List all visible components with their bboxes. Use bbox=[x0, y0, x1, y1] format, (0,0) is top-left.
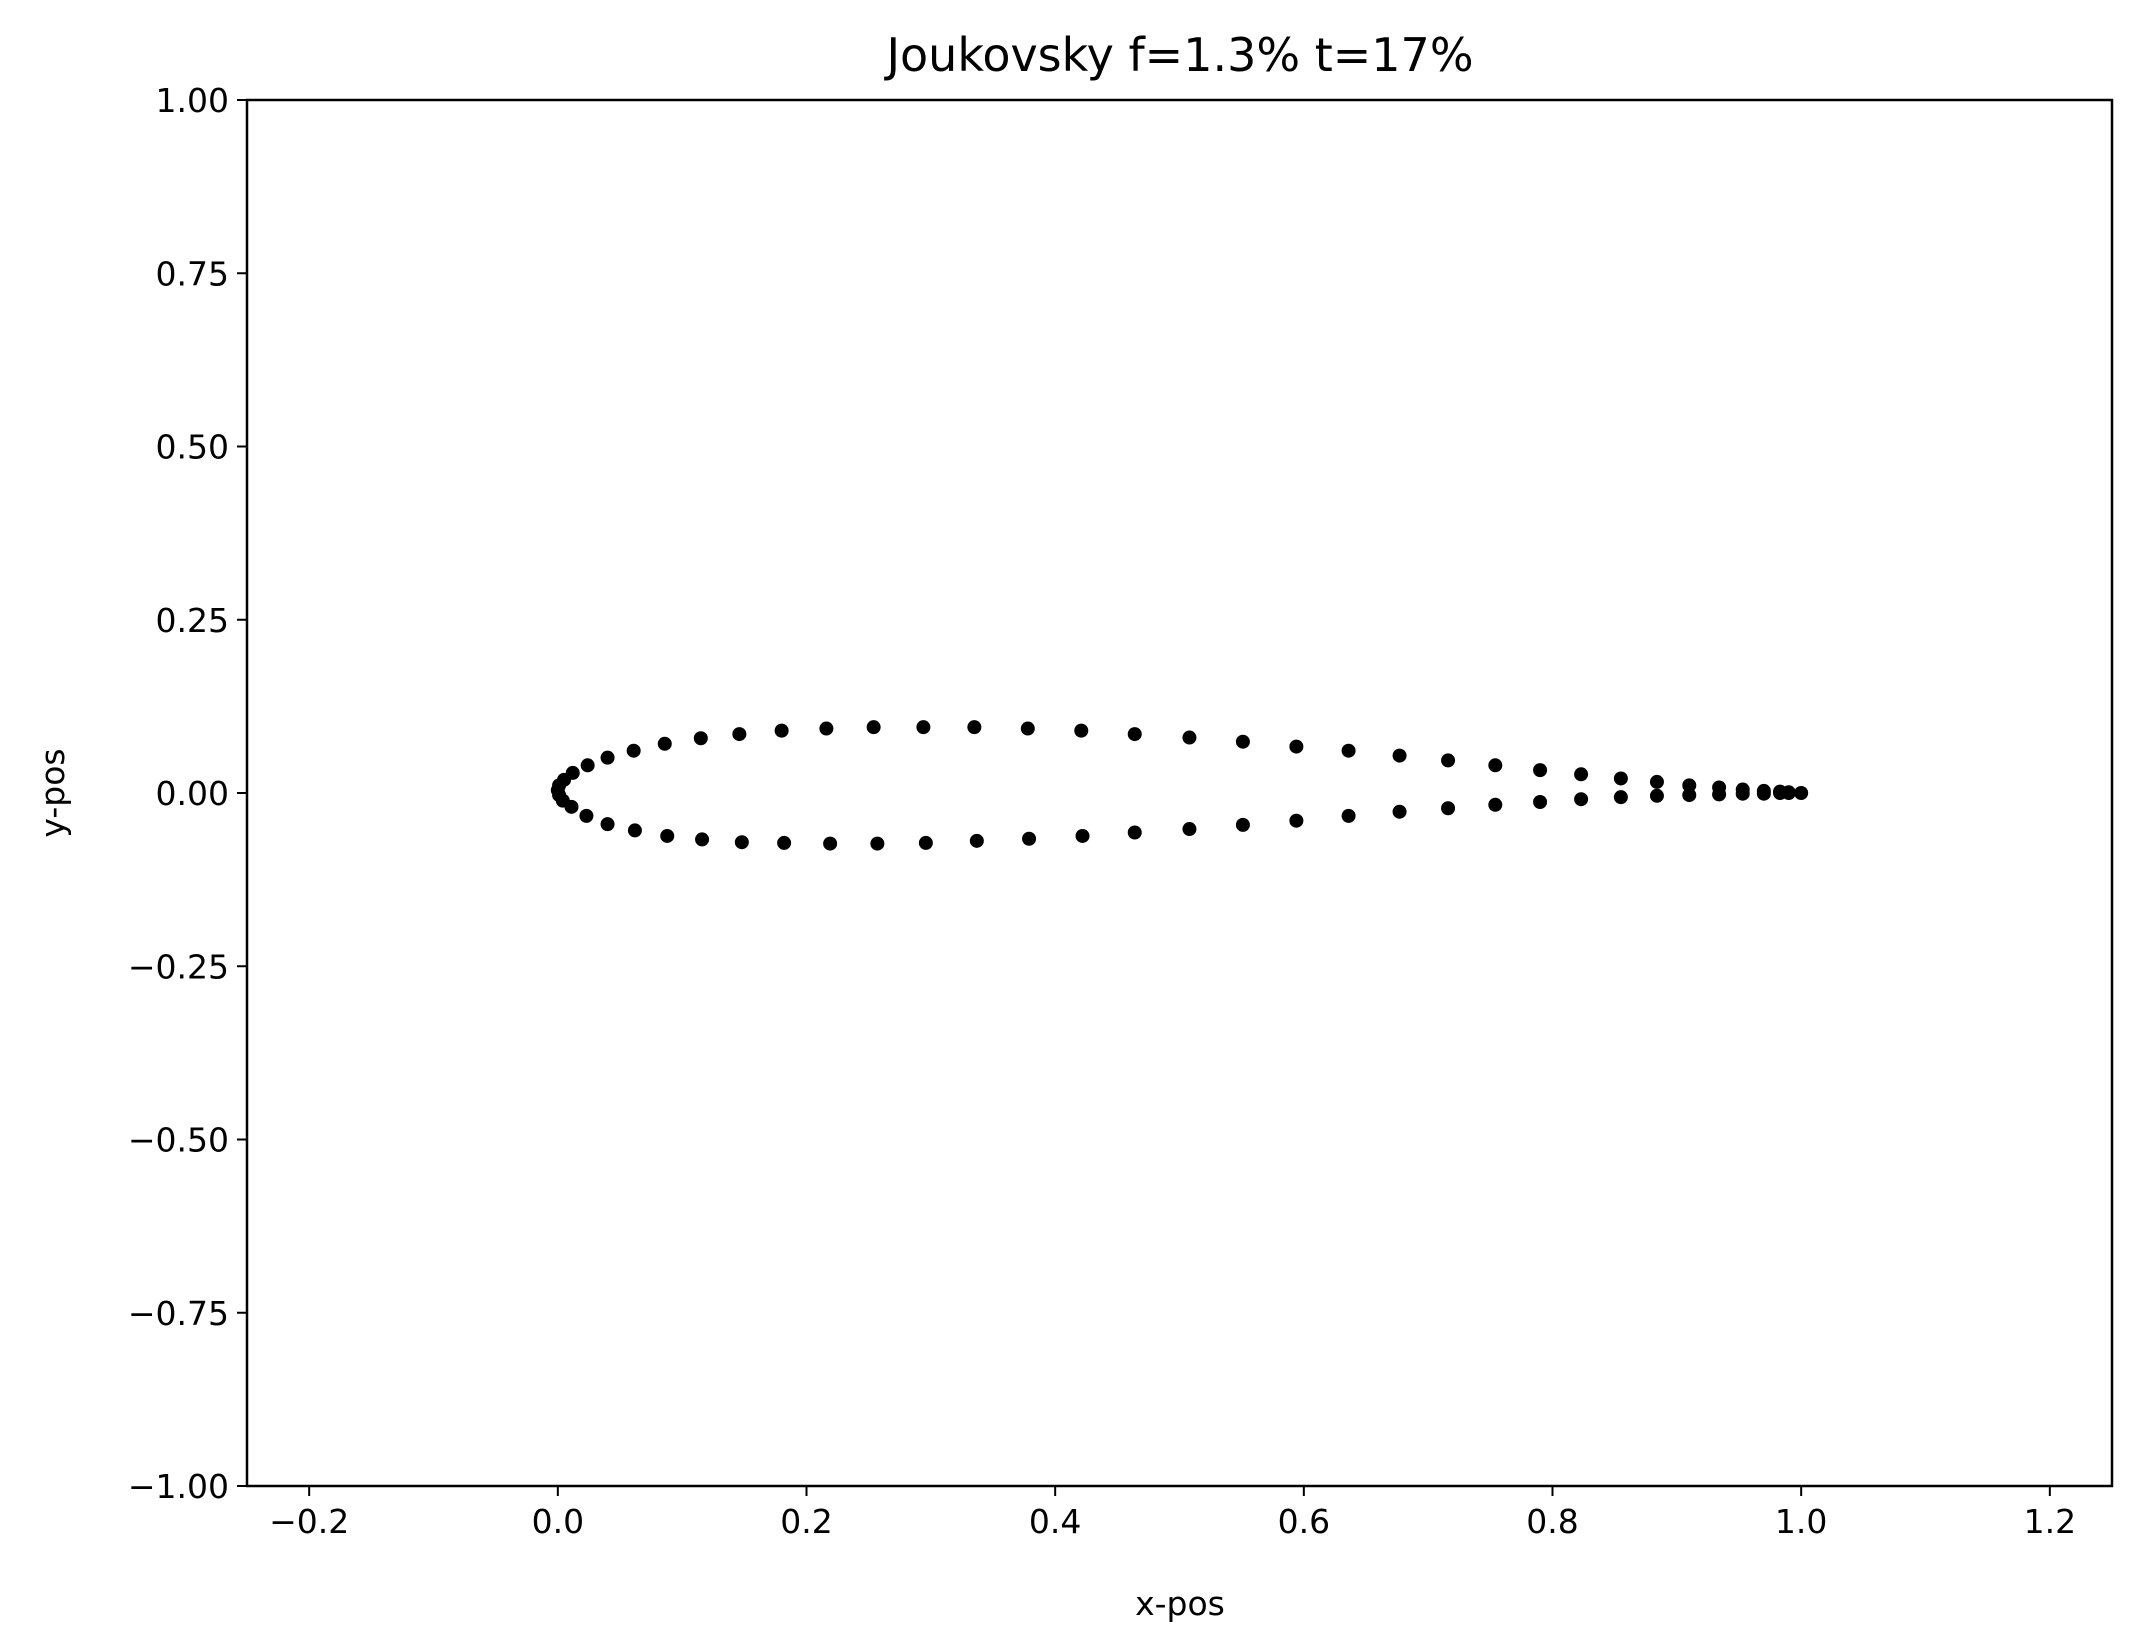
y-tick-label: 0.00 bbox=[156, 774, 229, 813]
x-tick-label: 1.0 bbox=[1775, 1502, 1827, 1541]
data-point bbox=[1341, 808, 1356, 823]
data-point bbox=[1075, 828, 1090, 843]
y-tick-label: 0.75 bbox=[156, 254, 229, 293]
data-point bbox=[579, 808, 594, 823]
data-point bbox=[1735, 786, 1750, 801]
data-point bbox=[1182, 822, 1197, 837]
data-point bbox=[627, 823, 642, 838]
x-tick-label: 0.4 bbox=[1029, 1502, 1081, 1541]
x-tick-label: 0.2 bbox=[780, 1502, 832, 1541]
x-tick-label: 0.8 bbox=[1526, 1502, 1578, 1541]
data-point bbox=[918, 835, 933, 850]
y-tick-label: 0.50 bbox=[156, 428, 229, 467]
y-tick-label: 1.00 bbox=[156, 81, 229, 120]
data-point bbox=[1289, 739, 1304, 754]
chart-title: Joukovsky f=1.3% t=17% bbox=[883, 28, 1473, 82]
data-point bbox=[657, 736, 672, 751]
data-point bbox=[823, 836, 838, 851]
data-point bbox=[600, 750, 615, 765]
y-axis-label: y-pos bbox=[33, 748, 72, 837]
data-point bbox=[600, 817, 615, 832]
y-axis-ticks: 1.00 0.75 0.50 0.25 0.00 −0.25 −0.50 −0.75 −1.00 bbox=[128, 81, 247, 1506]
data-point bbox=[1574, 767, 1589, 782]
x-axis-label: x-pos bbox=[1135, 1584, 1225, 1623]
data-point bbox=[626, 743, 641, 758]
data-point bbox=[1441, 801, 1456, 816]
data-point bbox=[732, 727, 747, 742]
data-point bbox=[580, 758, 595, 773]
y-tick-label: 0.25 bbox=[156, 601, 229, 640]
data-point bbox=[1022, 831, 1037, 846]
data-point bbox=[1127, 727, 1142, 742]
data-point bbox=[1392, 748, 1407, 763]
data-point bbox=[1649, 774, 1664, 789]
data-point bbox=[1781, 786, 1796, 800]
data-point bbox=[1235, 817, 1250, 832]
data-point bbox=[967, 720, 982, 735]
data-point bbox=[1392, 804, 1407, 819]
data-point bbox=[1020, 721, 1035, 736]
data-point bbox=[1712, 787, 1727, 802]
data-point bbox=[1074, 723, 1089, 738]
data-point bbox=[1756, 786, 1771, 801]
data-point bbox=[866, 720, 881, 735]
data-point bbox=[1613, 790, 1628, 805]
data-point bbox=[1533, 795, 1548, 810]
data-point bbox=[1682, 778, 1697, 793]
x-axis-ticks: −0.2 0.0 0.2 0.4 0.6 0.8 1.0 1.2 bbox=[269, 1486, 2076, 1541]
data-point bbox=[1613, 771, 1628, 786]
y-tick-label: −0.75 bbox=[128, 1294, 229, 1333]
y-tick-label: −1.00 bbox=[128, 1467, 229, 1506]
x-tick-label: 0.0 bbox=[532, 1502, 584, 1541]
data-point bbox=[1289, 813, 1304, 828]
y-tick-label: −0.50 bbox=[128, 1121, 229, 1160]
data-point bbox=[1488, 758, 1503, 773]
data-point bbox=[564, 799, 579, 814]
data-point bbox=[1182, 730, 1197, 745]
data-point bbox=[819, 721, 834, 736]
data-point bbox=[1794, 786, 1809, 800]
data-point bbox=[1488, 797, 1503, 812]
data-point bbox=[870, 836, 885, 851]
data-point bbox=[1533, 763, 1548, 778]
data-point bbox=[774, 723, 789, 738]
data-point bbox=[1127, 825, 1142, 840]
plot-frame bbox=[245, 98, 2114, 1488]
data-point bbox=[695, 832, 710, 847]
data-point bbox=[969, 833, 984, 848]
data-point bbox=[1574, 792, 1589, 807]
x-tick-label: −0.2 bbox=[269, 1502, 349, 1541]
data-point bbox=[1235, 734, 1250, 749]
data-point bbox=[777, 835, 792, 850]
data-point bbox=[734, 835, 749, 850]
y-tick-label: −0.25 bbox=[128, 947, 229, 986]
data-point bbox=[693, 731, 708, 746]
data-point bbox=[1341, 743, 1356, 758]
data-point bbox=[916, 720, 931, 735]
data-point bbox=[1682, 788, 1697, 803]
x-tick-label: 0.6 bbox=[1278, 1502, 1330, 1541]
data-point bbox=[1649, 788, 1664, 803]
x-tick-label: 1.2 bbox=[2024, 1502, 2076, 1541]
data-point bbox=[660, 828, 675, 843]
data-points bbox=[550, 720, 1809, 851]
data-point bbox=[1441, 753, 1456, 768]
